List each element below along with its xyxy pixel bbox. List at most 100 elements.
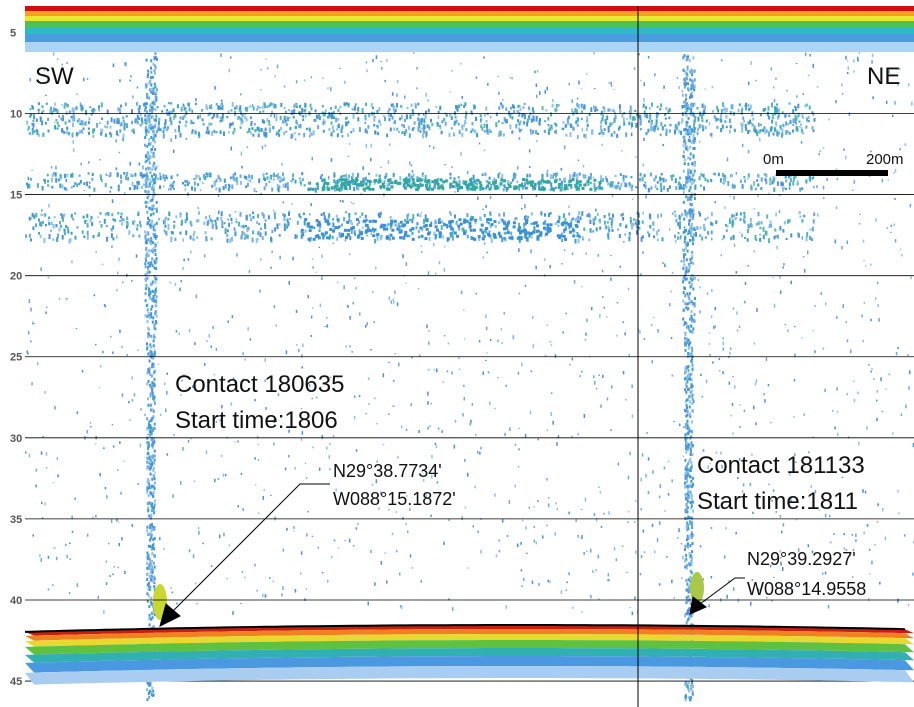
- echo-dot: [428, 145, 431, 148]
- echo-dot: [775, 121, 778, 127]
- echo-dot: [524, 204, 526, 207]
- echo-dot: [74, 182, 77, 185]
- echo-dot: [474, 485, 476, 489]
- echo-dot: [656, 238, 659, 242]
- echo-dot: [149, 462, 152, 466]
- echo-dot: [495, 554, 498, 558]
- echo-dot: [611, 385, 613, 389]
- echo-dot: [80, 162, 82, 166]
- echo-dot: [529, 410, 532, 415]
- echo-dot: [244, 113, 247, 116]
- echo-dot: [299, 104, 302, 109]
- echo-dot: [146, 551, 149, 555]
- echo-dot: [132, 95, 134, 99]
- echo-dot: [451, 231, 454, 237]
- echo-dot: [570, 218, 573, 221]
- echo-dot: [249, 179, 252, 183]
- echo-dot: [340, 184, 344, 188]
- echo-dot: [549, 126, 552, 131]
- echo-dot: [155, 260, 158, 264]
- echo-dot: [230, 109, 233, 112]
- echo-dot: [777, 234, 779, 239]
- echo-dot: [103, 610, 105, 614]
- echo-dot: [207, 219, 210, 224]
- echo-dot: [498, 172, 501, 175]
- echo-dot: [162, 130, 165, 134]
- echo-dot: [151, 522, 153, 526]
- echo-dot: [511, 178, 514, 182]
- echo-dot: [507, 180, 510, 185]
- echo-dot: [152, 605, 154, 609]
- echo-dot: [428, 182, 431, 185]
- echo-dot: [530, 231, 533, 235]
- echo-dot: [409, 228, 413, 232]
- echo-dot: [206, 106, 209, 111]
- echo-dot: [146, 251, 149, 255]
- echo-dot: [578, 183, 582, 187]
- echo-dot: [772, 132, 775, 136]
- echo-dot: [494, 225, 497, 228]
- echo-dot: [580, 509, 583, 511]
- echo-dot: [762, 234, 765, 240]
- echo-dot: [760, 177, 763, 182]
- echo-dot: [887, 179, 889, 181]
- echo-dot: [586, 116, 589, 121]
- echo-dot: [522, 113, 525, 116]
- echo-dot: [151, 320, 154, 324]
- echo-dot: [660, 121, 663, 126]
- echo-dot: [194, 342, 196, 345]
- echo-dot: [139, 224, 142, 228]
- echo-dot: [65, 298, 67, 301]
- echo-dot: [892, 432, 894, 435]
- echo-dot: [768, 225, 771, 229]
- echo-dot: [905, 404, 907, 409]
- echo-dot: [547, 579, 549, 583]
- echo-dot: [215, 131, 218, 134]
- echo-dot: [306, 127, 308, 130]
- echo-dot: [144, 287, 147, 291]
- echo-dot: [179, 116, 182, 120]
- echo-dot: [185, 137, 188, 140]
- echo-dot: [631, 384, 633, 389]
- echo-dot: [529, 166, 531, 168]
- echo-dot: [137, 482, 139, 486]
- echo-dot: [220, 216, 223, 221]
- echo-dot: [404, 231, 408, 234]
- echo-dot: [392, 298, 394, 301]
- echo-dot: [110, 519, 113, 523]
- echo-dot: [437, 218, 440, 223]
- echo-dot: [311, 187, 315, 191]
- echo-dot: [146, 177, 149, 183]
- echo-dot: [501, 219, 504, 223]
- echo-dot: [480, 549, 482, 554]
- echo-dot: [146, 599, 149, 603]
- echo-dot: [888, 69, 891, 74]
- echo-dot: [659, 133, 662, 137]
- echo-dot: [530, 222, 533, 225]
- echo-dot: [117, 566, 119, 569]
- echo-dot: [159, 175, 162, 181]
- echo-dot: [152, 362, 155, 366]
- echo-dot: [263, 186, 266, 191]
- echo-dot: [771, 180, 774, 185]
- echo-dot: [660, 213, 662, 218]
- echo-dot: [306, 533, 308, 536]
- echo-dot: [153, 335, 156, 339]
- echo-dot: [575, 187, 579, 191]
- echo-dot: [485, 106, 488, 111]
- echo-dot: [418, 125, 421, 129]
- echo-dot: [871, 368, 873, 370]
- echo-dot: [149, 458, 152, 461]
- echo-dot: [640, 508, 642, 511]
- echo-dot: [64, 187, 66, 190]
- echo-dot: [735, 532, 737, 535]
- echo-dot: [724, 111, 726, 114]
- echo-dot: [435, 234, 438, 239]
- echo-dot: [352, 114, 355, 119]
- echo-dot: [205, 235, 208, 241]
- echo-dot: [146, 583, 149, 587]
- echo-dot: [732, 432, 734, 435]
- echo-dot: [762, 128, 765, 132]
- echo-dot: [366, 322, 368, 326]
- echo-dot: [650, 186, 653, 190]
